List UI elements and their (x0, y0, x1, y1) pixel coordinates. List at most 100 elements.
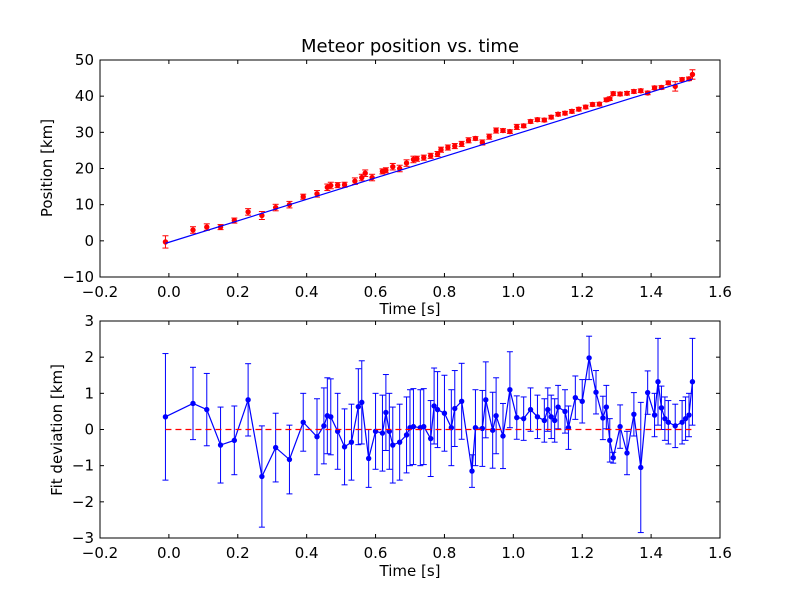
position-x-tick-label: 1.6 (708, 283, 732, 301)
deviation-x-tick-label: 1.6 (708, 544, 732, 562)
position-y-axis-label: Position [km] (38, 119, 56, 217)
data-point (259, 473, 265, 480)
data-point (631, 411, 637, 418)
data-point (582, 104, 589, 110)
data-point (390, 163, 396, 170)
data-point (651, 85, 658, 91)
data-point (689, 379, 696, 385)
position-y-tick-label: −10 (62, 268, 94, 286)
data-point (593, 389, 599, 395)
data-point (514, 124, 520, 130)
data-point (545, 406, 551, 413)
position-y-tick-label: 0 (84, 232, 94, 250)
data-point (421, 423, 427, 430)
data-point (562, 408, 568, 415)
data-point (286, 456, 293, 463)
data-point (365, 455, 372, 462)
data-point (520, 415, 527, 422)
data-point (348, 439, 355, 445)
data-point (396, 439, 403, 445)
data-point (272, 444, 279, 451)
deviation-y-tick-label: −3 (72, 529, 94, 547)
position-x-tick-label: 0.4 (295, 283, 319, 301)
data-point (452, 143, 458, 149)
data-point (465, 137, 472, 143)
data-point (245, 209, 251, 215)
data-point (631, 88, 637, 95)
deviation-y-tick-label: 2 (84, 348, 94, 366)
data-point (586, 355, 592, 361)
data-point (672, 423, 678, 429)
data-point (572, 394, 579, 401)
data-point (434, 151, 441, 157)
position-x-tick-label: 0.8 (433, 283, 457, 301)
position-x-tick-label: 0.2 (226, 283, 250, 301)
data-point (655, 379, 661, 385)
position-x-tick-label: −0.2 (82, 283, 118, 301)
data-point (489, 427, 496, 433)
data-point (383, 409, 389, 416)
data-point (469, 468, 475, 474)
position-y-tick-label: 50 (75, 51, 94, 69)
data-point (410, 423, 417, 430)
position-y-tick-label: 40 (75, 87, 94, 105)
fit-line (165, 78, 693, 244)
data-point (662, 415, 668, 422)
deviation-x-axis-label: Time [s] (379, 562, 441, 580)
data-point (321, 423, 327, 429)
data-point (579, 398, 585, 404)
data-point (548, 414, 554, 420)
data-point (190, 400, 196, 407)
position-x-tick-label: 1.4 (639, 283, 663, 301)
data-point (507, 387, 513, 393)
data-point (603, 404, 610, 410)
data-point (589, 101, 596, 108)
data-point (534, 116, 541, 123)
data-point (527, 406, 534, 413)
data-point (507, 128, 513, 135)
deviation-y-tick-label: 1 (84, 384, 94, 402)
data-point (624, 450, 630, 456)
data-point (390, 442, 396, 448)
data-point (651, 412, 658, 418)
position-chart-title: Meteor position vs. time (301, 36, 519, 57)
data-point (403, 160, 410, 166)
data-point (610, 90, 616, 97)
data-point (328, 414, 334, 420)
data-point (682, 415, 689, 422)
deviation-x-tick-label: 0.2 (226, 544, 250, 562)
data-point (562, 110, 568, 116)
data-point (665, 419, 672, 425)
data-point (300, 419, 306, 425)
data-point (541, 417, 548, 424)
data-point (341, 444, 348, 450)
data-point (610, 455, 616, 461)
data-point (427, 153, 434, 159)
deviation-x-tick-label: 1.4 (639, 544, 663, 562)
data-point (414, 156, 420, 162)
data-point (334, 182, 341, 188)
data-point (555, 404, 561, 410)
position-x-tick-label: 1.2 (570, 283, 594, 301)
data-point (204, 406, 210, 413)
data-point (458, 398, 465, 404)
data-point (314, 434, 320, 440)
data-point (520, 123, 527, 129)
data-point (300, 194, 306, 200)
data-point (472, 135, 479, 142)
data-point (162, 414, 169, 420)
data-point (514, 414, 520, 421)
data-point (555, 111, 561, 117)
data-point (483, 397, 489, 403)
data-point (624, 90, 630, 96)
data-point (245, 397, 251, 403)
data-point (231, 437, 238, 444)
deviation-x-tick-label: 1.0 (501, 544, 525, 562)
data-point (383, 167, 389, 174)
data-point (421, 154, 427, 161)
deviation-y-tick-label: −1 (72, 457, 94, 475)
deviation-x-tick-label: 0.8 (433, 544, 457, 562)
data-point (607, 437, 613, 444)
data-point (458, 141, 465, 147)
